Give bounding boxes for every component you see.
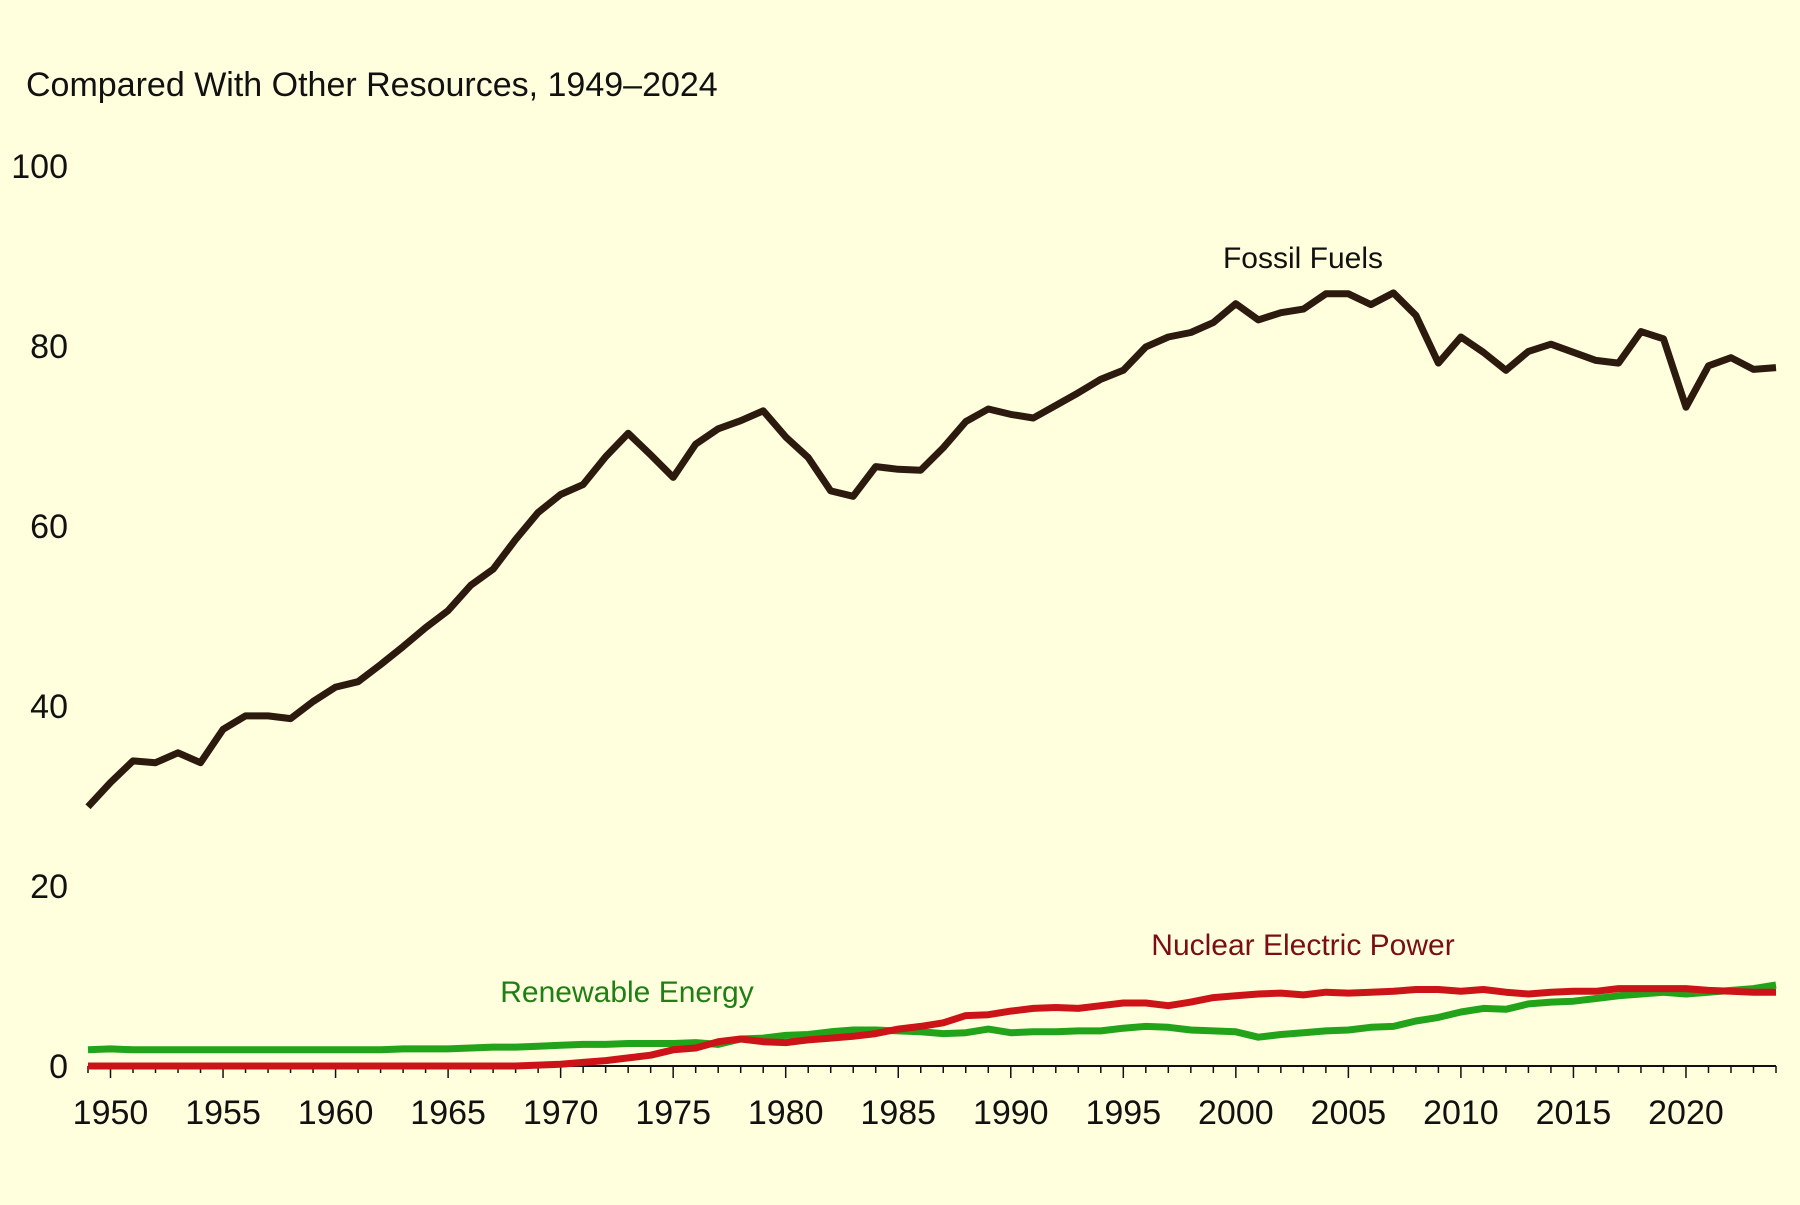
nuclear-electric-power-label: Nuclear Electric Power — [1151, 929, 1454, 962]
x-tick-label: 1980 — [748, 1094, 824, 1132]
x-tick-label: 1965 — [410, 1094, 486, 1132]
series-labels: Fossil Fuels Nuclear Electric Power Renewa… — [500, 242, 1454, 1009]
renewable-energy-line — [87, 981, 1777, 1054]
x-tick-label: 1950 — [73, 1094, 149, 1132]
y-tick-label: 40 — [30, 688, 68, 726]
x-tick-label: 1995 — [1085, 1094, 1161, 1132]
chart-subtitle: Compared With Other Resources, 1949–2024 — [26, 66, 718, 104]
x-tick-label: 2015 — [1536, 1094, 1612, 1132]
x-tick-label: 2005 — [1311, 1094, 1387, 1132]
fossil-fuels-line — [85, 289, 1777, 810]
x-tick-label: 1955 — [185, 1094, 261, 1132]
y-tick-label: 0 — [49, 1048, 68, 1086]
y-tick-label: 100 — [11, 148, 68, 186]
x-tick-label: 1960 — [298, 1094, 374, 1132]
y-tick-label: 80 — [30, 328, 68, 366]
axes: 1950 1955 1960 1965 1970 1975 1980 1985 1990 1995… — [11, 148, 1777, 1132]
x-tick-label: 1970 — [523, 1094, 599, 1132]
renewable-energy-label: Renewable Energy — [500, 976, 754, 1009]
x-tick-label: 2000 — [1198, 1094, 1274, 1132]
fossil-fuels-label: Fossil Fuels — [1223, 242, 1383, 275]
y-tick-label: 60 — [30, 508, 68, 546]
nuclear-electric-power-line — [88, 985, 1776, 1070]
x-tick-label: 1975 — [635, 1094, 711, 1132]
y-tick-label: 20 — [30, 868, 68, 906]
x-tick-label: 1990 — [973, 1094, 1049, 1132]
x-tick-label: 2010 — [1423, 1094, 1499, 1132]
x-tick-label: 2020 — [1648, 1094, 1724, 1132]
series-lines — [85, 289, 1777, 1070]
x-tick-label: 1985 — [860, 1094, 936, 1132]
